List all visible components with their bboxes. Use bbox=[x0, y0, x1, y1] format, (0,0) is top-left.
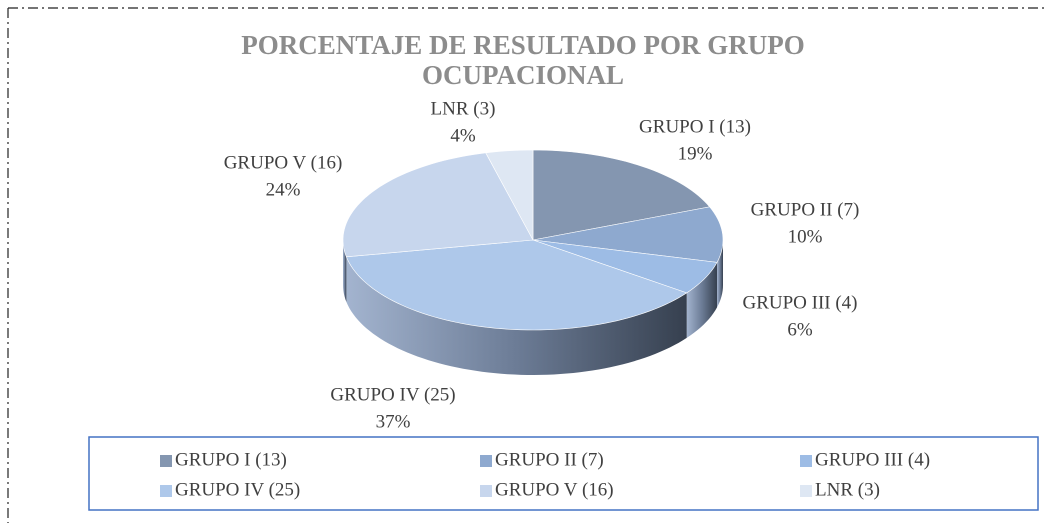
data-label-value: 4% bbox=[450, 125, 476, 146]
data-label-value: 19% bbox=[678, 143, 713, 164]
slice bbox=[345, 239, 688, 331]
legend-swatch bbox=[480, 455, 492, 467]
data-label-name: GRUPO IV (25) bbox=[330, 384, 455, 405]
slice-side bbox=[686, 262, 718, 338]
data-label-name: GRUPO II (7) bbox=[751, 199, 860, 220]
legend-label: GRUPO III (4) bbox=[815, 449, 930, 470]
data-label-value: 37% bbox=[376, 411, 411, 432]
legend-swatch bbox=[480, 485, 492, 497]
data-label-name: GRUPO I (13) bbox=[639, 116, 751, 137]
slice bbox=[532, 239, 718, 294]
legend-label: GRUPO I (13) bbox=[175, 449, 287, 470]
slice bbox=[532, 149, 711, 241]
legend-box bbox=[88, 436, 1039, 511]
data-label-name: GRUPO III (4) bbox=[742, 292, 857, 313]
slice-side bbox=[717, 240, 723, 308]
legend-swatch bbox=[160, 455, 172, 467]
data-label-name: GRUPO V (16) bbox=[224, 152, 343, 173]
data-label-value: 10% bbox=[788, 226, 823, 247]
slice bbox=[342, 152, 534, 258]
legend-swatch bbox=[160, 485, 172, 497]
legend-label: LNR (3) bbox=[815, 479, 880, 500]
legend-label: GRUPO II (7) bbox=[495, 449, 604, 470]
slice bbox=[532, 206, 724, 263]
slice-side bbox=[346, 256, 687, 375]
data-label-value: 24% bbox=[266, 179, 301, 200]
data-label-value: 6% bbox=[787, 319, 813, 340]
slice bbox=[485, 149, 534, 241]
legend-swatch bbox=[800, 455, 812, 467]
legend-label: GRUPO IV (25) bbox=[175, 479, 300, 500]
data-label-name: LNR (3) bbox=[431, 98, 496, 119]
legend-label: GRUPO V (16) bbox=[495, 479, 614, 500]
slice-side bbox=[343, 240, 347, 302]
legend-swatch bbox=[800, 485, 812, 497]
chart-title: PORCENTAJE DE RESULTADO POR GRUPO OCUPAC… bbox=[241, 30, 805, 90]
